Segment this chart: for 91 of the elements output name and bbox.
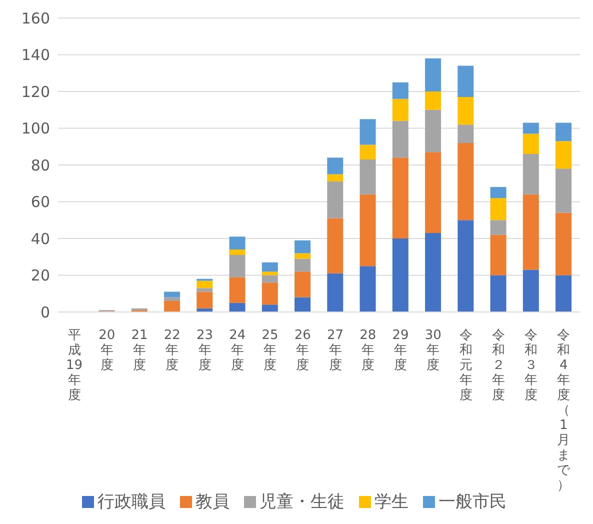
- bar: [392, 238, 408, 312]
- bar: [425, 110, 442, 152]
- bar: [490, 234, 506, 276]
- bar: [294, 258, 311, 272]
- bar: [262, 262, 278, 272]
- bar: [196, 292, 213, 308]
- bar: [458, 97, 474, 125]
- legend-label: 教員: [194, 491, 230, 513]
- bar: [490, 275, 506, 312]
- bar: [229, 236, 246, 250]
- bar: [360, 144, 376, 160]
- bar: [294, 253, 311, 259]
- bar: [522, 154, 539, 194]
- bar: [327, 158, 344, 174]
- bar: [522, 122, 539, 134]
- x-tick-label: 26年度: [294, 328, 311, 373]
- bar: [262, 304, 278, 312]
- y-tick-label: 0: [40, 303, 50, 322]
- y-tick-label: 120: [21, 82, 50, 101]
- bar: [229, 302, 246, 312]
- bar: [196, 288, 213, 292]
- bar: [392, 158, 408, 238]
- bar: [458, 124, 474, 143]
- y-tick-label: 80: [30, 156, 50, 174]
- x-tick-label: 30年度: [424, 328, 442, 373]
- x-tick-label: 20年度: [98, 328, 116, 373]
- x-tick-label: 27年度: [327, 328, 344, 373]
- bar: [458, 66, 474, 98]
- bar: [556, 122, 572, 142]
- bar: [522, 270, 539, 312]
- bar: [196, 280, 213, 288]
- bar: [522, 194, 539, 270]
- bar: [425, 58, 442, 92]
- bar: [556, 168, 572, 213]
- category-label: 令和4年度（1月まで）: [557, 328, 570, 493]
- bar: [556, 141, 572, 169]
- bar: [327, 218, 344, 274]
- y-tick-label: 60: [30, 193, 50, 212]
- bar: [360, 159, 376, 194]
- legend-label: 一般市民: [438, 491, 506, 513]
- bar: [294, 272, 311, 298]
- bar: [490, 220, 506, 235]
- bar: [425, 92, 442, 110]
- bar: [490, 198, 506, 220]
- y-tick-label: 140: [21, 46, 50, 64]
- bar: [360, 119, 376, 145]
- bar: [262, 272, 278, 276]
- bar: [425, 152, 442, 233]
- y-tick-label: 20: [30, 266, 50, 285]
- x-tick-label: 令和３年度: [524, 328, 538, 403]
- y-tick-label: 160: [21, 9, 50, 28]
- bar: [164, 292, 180, 298]
- x-tick-label: 23年度: [196, 328, 214, 373]
- x-tick-label: 24年度: [229, 328, 246, 373]
- y-tick-label: 40: [30, 230, 50, 248]
- bar: [458, 142, 474, 220]
- bar: [229, 255, 246, 278]
- x-tick-label: 25年度: [262, 328, 278, 373]
- y-tick-label: 100: [21, 120, 50, 138]
- x-tick-label: 平成19年度: [66, 328, 83, 403]
- x-tick-label: 29年度: [392, 328, 409, 373]
- bar: [490, 187, 506, 198]
- bar: [164, 300, 180, 312]
- bar: [229, 277, 246, 303]
- bar: [294, 240, 311, 254]
- bar: [262, 282, 278, 305]
- bar: [425, 232, 442, 312]
- x-tick-label: 21年度: [131, 328, 148, 373]
- bar: [327, 273, 344, 312]
- legend-label: 児童・生徒: [258, 491, 344, 513]
- bar: [392, 98, 408, 121]
- bar: [360, 194, 376, 266]
- legend-label: 学生: [374, 491, 408, 513]
- bar: [522, 134, 539, 154]
- bar: [458, 220, 474, 312]
- x-tick-label: 令和元年度: [459, 328, 472, 403]
- bar: [392, 120, 408, 158]
- bar: [229, 250, 246, 256]
- bar: [262, 275, 278, 283]
- bar: [556, 275, 572, 312]
- x-tick-label: 22年度: [164, 328, 180, 373]
- bar: [164, 297, 180, 301]
- x-tick-label: 28年度: [360, 328, 376, 373]
- bar: [392, 82, 408, 99]
- bar: [556, 212, 572, 276]
- bar: [294, 297, 311, 312]
- bar: [360, 266, 376, 312]
- bar: [327, 174, 344, 182]
- x-tick-label: 令和２年度: [492, 328, 505, 403]
- bar: [327, 182, 344, 218]
- legend-label: 行政職員: [96, 491, 166, 513]
